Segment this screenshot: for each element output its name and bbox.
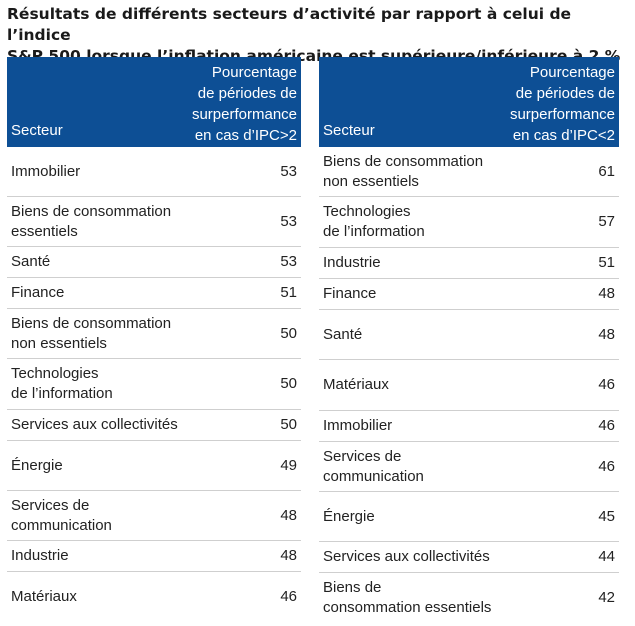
table-row: Biens de consommation non essentiels 61 xyxy=(319,147,619,197)
sector-name: Biens de consommation essentiels xyxy=(323,579,492,616)
table-row: Services aux collectivités 44 xyxy=(319,542,619,573)
sector-name: Finance xyxy=(11,284,65,301)
sector-name: Immobilier xyxy=(323,417,393,434)
table-row: Matériaux 46 xyxy=(7,572,301,622)
table-row: Technologies de l’information 57 xyxy=(319,197,619,248)
sector-name: Industrie xyxy=(11,547,69,564)
percentage-value: 49 xyxy=(280,456,297,474)
header-percentage: Pourcentage de périodes de surperformanc… xyxy=(509,64,615,144)
sector-name: Industrie xyxy=(323,254,381,271)
percentage-value: 48 xyxy=(280,547,297,564)
percentage-value: 57 xyxy=(598,213,615,230)
table-cpi-above-2: Secteur Pourcentage de périodes de surpe… xyxy=(7,57,301,622)
table-row: Immobilier 46 xyxy=(319,411,619,442)
table-row: Énergie 45 xyxy=(319,492,619,542)
percentage-value: 51 xyxy=(280,284,297,301)
sector-name: Finance xyxy=(323,285,377,302)
percentage-value: 51 xyxy=(598,254,615,271)
percentage-value: 53 xyxy=(280,212,297,230)
table-row: Énergie 49 xyxy=(7,441,301,491)
sector-name: Immobilier xyxy=(11,162,81,180)
table-row: Santé 48 xyxy=(319,310,619,360)
table-row: Industrie 51 xyxy=(319,248,619,279)
percentage-value: 53 xyxy=(280,162,297,180)
table-row: Services aux collectivités 50 xyxy=(7,410,301,441)
percentage-value: 46 xyxy=(598,417,615,434)
sector-name: Santé xyxy=(11,253,51,270)
sector-name: Services aux collectivités xyxy=(11,416,178,433)
table-header: Secteur Pourcentage de périodes de surpe… xyxy=(319,57,619,147)
percentage-value: 50 xyxy=(280,416,297,433)
sector-name: Matériaux xyxy=(323,376,389,393)
table-row: Finance 48 xyxy=(319,279,619,310)
header-percentage: Pourcentage de périodes de surperformanc… xyxy=(191,64,297,144)
table-row: Biens de consommation essentiels 42 xyxy=(319,573,619,623)
header-sector: Secteur xyxy=(11,122,63,139)
percentage-value: 48 xyxy=(598,285,615,302)
table-row: Industrie 48 xyxy=(7,541,301,572)
percentage-value: 42 xyxy=(598,589,615,606)
table-body: Biens de consommation non essentiels 61 Te… xyxy=(319,147,619,623)
percentage-value: 61 xyxy=(598,162,615,180)
sector-name: Technologies de l’information xyxy=(323,203,425,240)
sector-name: Biens de consommation non essentiels xyxy=(323,152,484,190)
table-row: Finance 51 xyxy=(7,278,301,309)
sector-name: Matériaux xyxy=(11,588,77,605)
table-row: Matériaux 46 xyxy=(319,360,619,411)
percentage-value: 44 xyxy=(598,548,615,565)
table-row: Services de communication 46 xyxy=(319,442,619,492)
percentage-value: 46 xyxy=(598,376,615,393)
percentage-value: 46 xyxy=(280,588,297,605)
percentage-value: 53 xyxy=(280,253,297,270)
table-row: Immobilier 53 xyxy=(7,147,301,197)
sector-name: Biens de consommation essentiels xyxy=(11,202,172,240)
table-body: Immobilier 53 Biens de consommation essent… xyxy=(7,147,301,622)
sector-name: Énergie xyxy=(11,456,63,474)
percentage-value: 50 xyxy=(280,324,297,342)
table-cpi-below-2: Secteur Pourcentage de périodes de surpe… xyxy=(319,57,619,623)
percentage-value: 48 xyxy=(598,325,615,343)
percentage-value: 46 xyxy=(598,457,615,475)
table-row: Services de communication 48 xyxy=(7,491,301,541)
header-sector: Secteur xyxy=(323,122,375,139)
table-row: Santé 53 xyxy=(7,247,301,278)
sector-name: Technologies de l’information xyxy=(11,365,113,402)
sector-name: Services aux collectivités xyxy=(323,548,490,565)
sector-name: Santé xyxy=(323,325,363,343)
sector-name: Énergie xyxy=(323,507,375,525)
sector-name: Services de communication xyxy=(11,496,112,534)
table-row: Technologies de l’information 50 xyxy=(7,359,301,410)
table-header: Secteur Pourcentage de périodes de surpe… xyxy=(7,57,301,147)
sector-name: Biens de consommation non essentiels xyxy=(11,314,172,352)
percentage-value: 45 xyxy=(598,507,615,525)
table-row: Biens de consommation essentiels 53 xyxy=(7,197,301,247)
sector-name: Services de communication xyxy=(323,447,424,485)
percentage-value: 48 xyxy=(280,506,297,524)
table-row: Biens de consommation non essentiels 50 xyxy=(7,309,301,359)
percentage-value: 50 xyxy=(280,375,297,392)
